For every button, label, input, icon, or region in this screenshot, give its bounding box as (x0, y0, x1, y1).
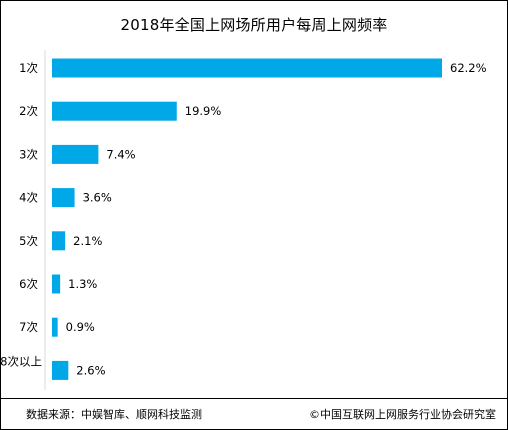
bar-6 (52, 274, 61, 294)
category-label-3: 3次 (19, 147, 38, 161)
category-label-1: 1次 (19, 61, 38, 75)
value-label-1: 62.2% (450, 61, 487, 75)
value-label-7: 0.9% (66, 320, 95, 334)
bar-2 (52, 101, 177, 121)
chart-title: 2018年全国上网场所用户每周上网频率 (120, 16, 388, 34)
value-label-8: 2.6% (76, 363, 105, 377)
category-label-6: 6次 (19, 277, 38, 291)
copyright-note: ©中国互联网上网服务行业协会研究室 (309, 408, 496, 421)
bars-group: 1次 62.2% 2次 19.9% 3次 7.4% 4次 3.6% 5次 2.1% 6次 1.3% 7次… (0, 58, 487, 380)
category-label-8: 8次以上 (0, 354, 42, 368)
value-label-3: 7.4% (106, 147, 135, 161)
value-label-5: 2.1% (73, 234, 102, 248)
value-label-4: 3.6% (83, 191, 112, 205)
value-label-2: 19.9% (185, 104, 222, 118)
bar-7 (52, 317, 58, 337)
bar-4 (52, 188, 75, 208)
bar-5 (52, 231, 66, 251)
category-label-2: 2次 (19, 104, 38, 118)
category-label-7: 7次 (19, 320, 38, 334)
bar-3 (52, 144, 99, 164)
footer-separator (1, 398, 507, 399)
data-source-note: 数据来源：中娱智库、顺网科技监测 (26, 408, 202, 421)
category-label-5: 5次 (19, 234, 38, 248)
category-label-4: 4次 (19, 191, 38, 205)
value-label-6: 1.3% (68, 277, 97, 291)
bar-8 (52, 360, 69, 380)
bar-1 (52, 58, 442, 78)
